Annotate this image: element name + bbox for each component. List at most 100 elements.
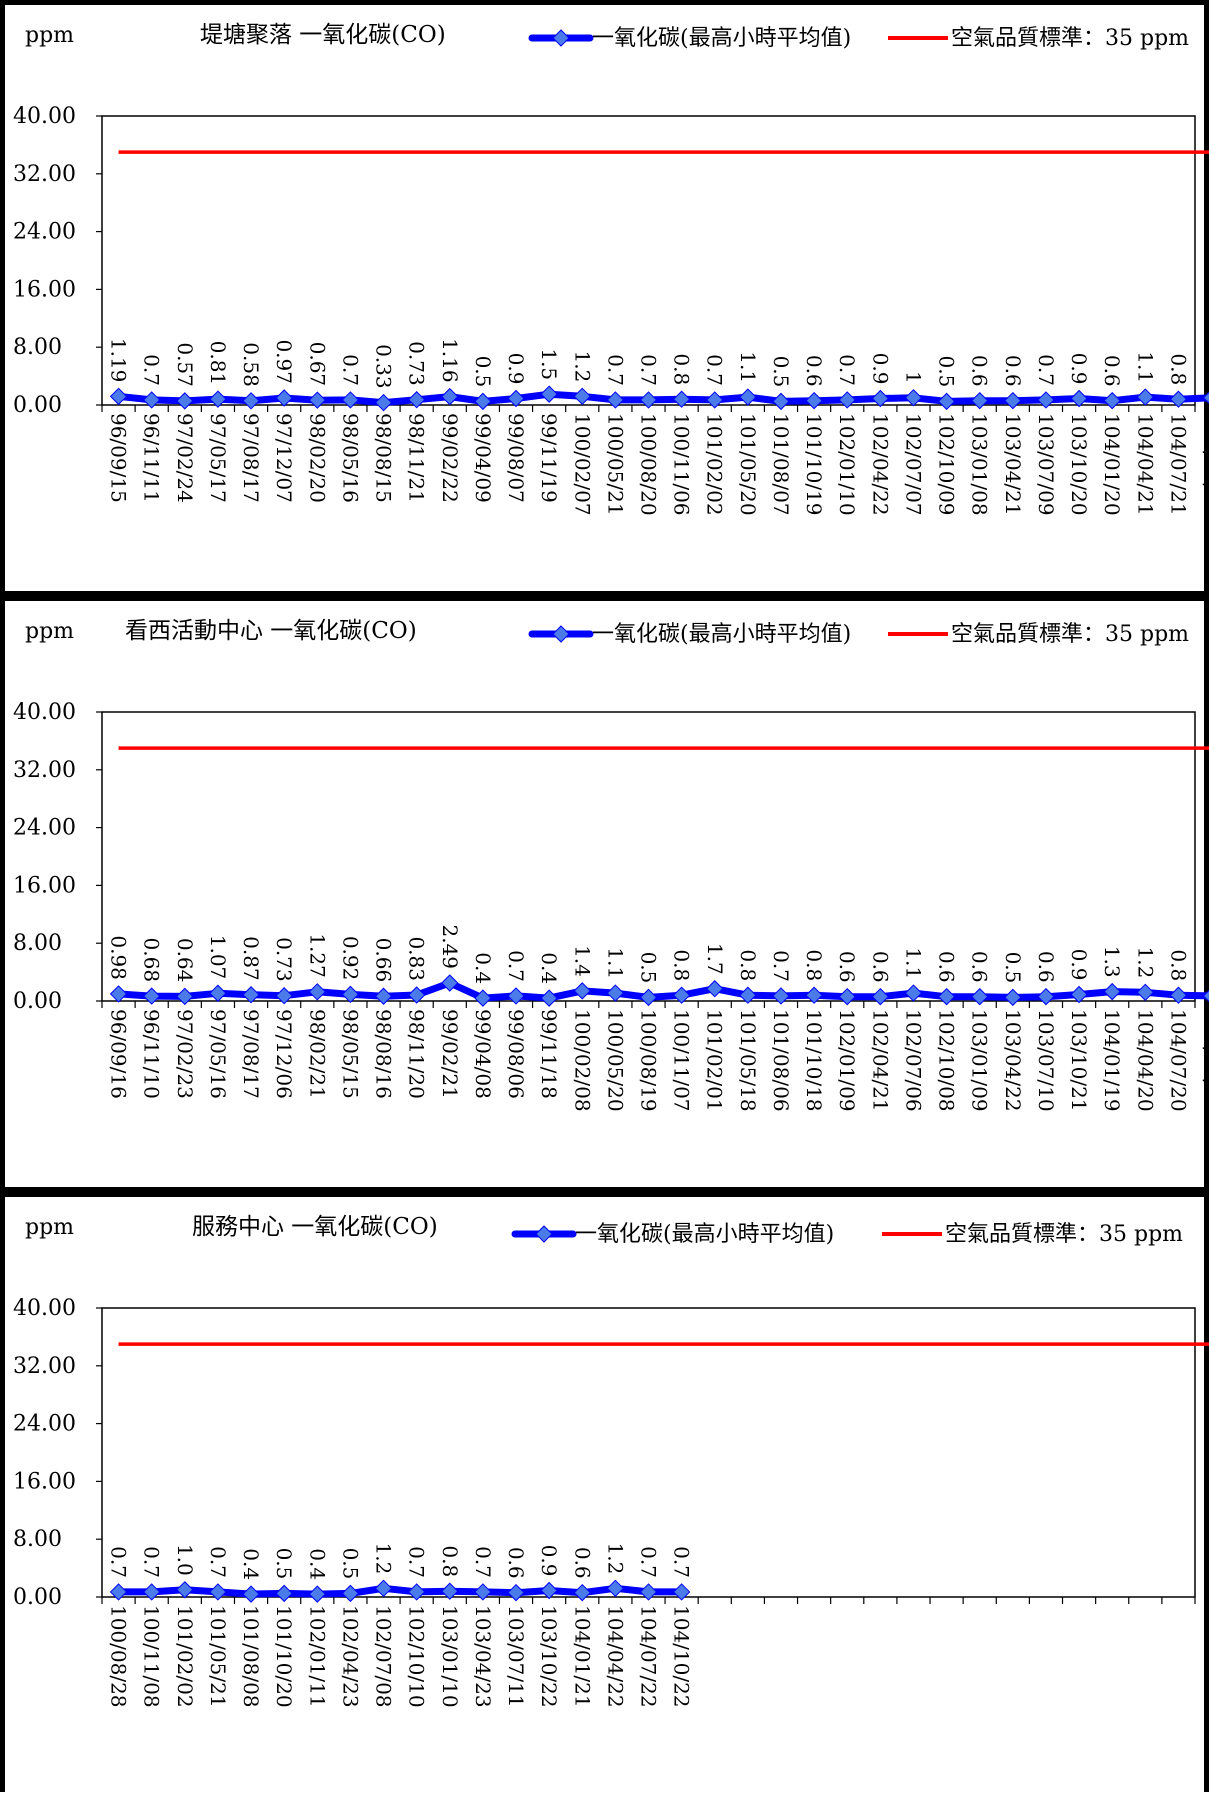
data-point bbox=[971, 987, 989, 1006]
x-tick-label: 104/10/19 bbox=[1200, 1009, 1209, 1112]
data-point bbox=[838, 391, 856, 409]
data-label: 1.2 bbox=[372, 1543, 396, 1575]
x-tick-label: 104/07/21 bbox=[1166, 413, 1190, 516]
data-label: 1.1 bbox=[736, 351, 760, 383]
series-line bbox=[115, 1584, 686, 1598]
x-tick-label: 96/11/10 bbox=[140, 1009, 164, 1099]
y-tick-label: 40.00 bbox=[13, 1296, 76, 1321]
data-label: 0.5 bbox=[935, 356, 959, 388]
data-label: 1.3 bbox=[1100, 946, 1124, 978]
x-tick-label: 97/12/06 bbox=[272, 1009, 296, 1099]
data-label: 0.7 bbox=[140, 1546, 164, 1578]
data-point bbox=[507, 1583, 525, 1602]
x-tick-label: 98/02/20 bbox=[305, 413, 329, 503]
x-tick-label: 102/01/09 bbox=[835, 1009, 859, 1112]
y-tick-label: 0.00 bbox=[13, 1585, 62, 1610]
x-tick-label: 98/02/21 bbox=[305, 1009, 329, 1099]
data-point bbox=[540, 1581, 558, 1600]
unit-label: ppm bbox=[25, 619, 74, 644]
data-point bbox=[142, 391, 161, 409]
data-point bbox=[904, 389, 923, 407]
x-tick-label: 102/04/23 bbox=[338, 1605, 362, 1708]
x-tick-label: 101/05/20 bbox=[736, 413, 760, 516]
x-tick-label: 104/01/21 bbox=[570, 1605, 594, 1708]
data-point bbox=[1202, 391, 1209, 404]
data-label: 0.67 bbox=[305, 342, 329, 387]
x-tick-label: 100/11/08 bbox=[140, 1605, 164, 1708]
data-point bbox=[374, 987, 393, 1005]
data-label: 0.8 bbox=[736, 949, 760, 981]
data-label: 0.6 bbox=[968, 951, 992, 983]
chart-svg-1: ppm 堤塘聚落 一氧化碳(CO) 一氧化碳(最高小時平均值) 空氣品質標準：35 p… bbox=[13, 22, 1209, 516]
data-label: 0.5 bbox=[338, 1548, 362, 1580]
data-label: 0.7 bbox=[140, 354, 164, 386]
x-tick-label: 102/01/10 bbox=[835, 413, 859, 516]
data-label: 0.9 bbox=[1067, 353, 1091, 385]
data-label: 0.7 bbox=[471, 1546, 495, 1578]
x-tick-label: 100/02/08 bbox=[570, 1009, 594, 1112]
data-label: 1.2 bbox=[1133, 947, 1157, 979]
data-label: 0.6 bbox=[835, 951, 859, 983]
x-tick-label: 99/02/21 bbox=[438, 1009, 462, 1099]
data-label: 0.7 bbox=[670, 1546, 694, 1578]
data-label: 0.6 bbox=[868, 951, 892, 983]
x-tick-label: 97/02/23 bbox=[173, 1009, 197, 1099]
data-point bbox=[1103, 982, 1121, 1001]
data-label: 1.07 bbox=[206, 935, 230, 980]
data-point bbox=[407, 1583, 426, 1601]
x-tick-label: 102/01/11 bbox=[305, 1605, 329, 1708]
data-label: 0.5 bbox=[769, 356, 793, 388]
data-label: 0.87 bbox=[239, 936, 263, 981]
data-label: 0.57 bbox=[173, 342, 197, 387]
x-tick-label: 98/08/16 bbox=[372, 1009, 396, 1099]
x-tick-label: 96/09/16 bbox=[107, 1009, 131, 1099]
data-label: 1.1 bbox=[901, 947, 925, 979]
unit-label: ppm bbox=[25, 1215, 74, 1240]
data-label: 1.16 bbox=[438, 338, 462, 383]
x-tick-label: 101/08/08 bbox=[239, 1605, 263, 1708]
x-tick-label: 103/04/22 bbox=[1001, 1009, 1025, 1112]
x-tick-label: 102/10/10 bbox=[405, 1605, 429, 1708]
data-point bbox=[209, 984, 227, 1002]
x-tick-label: 102/10/09 bbox=[935, 413, 959, 516]
x-tick-label: 101/10/19 bbox=[802, 413, 826, 516]
data-label: 0.66 bbox=[372, 938, 396, 983]
x-tick-label: 99/08/06 bbox=[504, 1009, 528, 1099]
data-point bbox=[573, 387, 591, 406]
data-label: 1.27 bbox=[305, 933, 329, 978]
y-tick-label: 16.00 bbox=[13, 1469, 76, 1494]
data-label: 1.4 bbox=[570, 945, 594, 977]
x-tick-label: 101/05/21 bbox=[206, 1605, 230, 1708]
data-label: 0.4 bbox=[239, 1548, 263, 1580]
data-label: 0.8 bbox=[670, 949, 694, 981]
legend-standard-label: 空氣品質標準：35 ppm bbox=[951, 622, 1189, 647]
data-point bbox=[606, 1579, 625, 1598]
data-point bbox=[706, 980, 724, 998]
data-point bbox=[871, 389, 890, 408]
data-point bbox=[109, 387, 128, 406]
data-point bbox=[474, 392, 492, 411]
data-label: 0.8 bbox=[802, 949, 826, 981]
x-tick-label: 103/01/10 bbox=[438, 1605, 462, 1708]
data-point bbox=[1004, 391, 1022, 410]
x-tick-label: 98/11/20 bbox=[405, 1009, 429, 1099]
data-point bbox=[142, 987, 161, 1005]
data-point bbox=[308, 983, 326, 1001]
x-tick-label: 103/01/09 bbox=[968, 1009, 992, 1112]
x-tick-label: 98/08/15 bbox=[372, 413, 396, 503]
data-label: 1.2 bbox=[603, 1543, 627, 1575]
data-label: 0.73 bbox=[405, 341, 429, 386]
data-point bbox=[672, 986, 691, 1004]
x-tick-label: 99/04/08 bbox=[471, 1009, 495, 1099]
x-tick-label: 104/10/20 bbox=[1200, 413, 1209, 516]
data-label: 0.68 bbox=[140, 938, 164, 983]
x-tick-label: 97/05/16 bbox=[206, 1009, 230, 1099]
chart-title: 堤塘聚落 一氧化碳(CO) bbox=[200, 22, 446, 48]
data-point bbox=[871, 987, 890, 1006]
data-label: 1 bbox=[1200, 371, 1209, 384]
x-tick-label: 104/01/19 bbox=[1100, 1009, 1124, 1112]
data-point bbox=[507, 389, 525, 408]
x-tick-label: 97/08/17 bbox=[239, 413, 263, 503]
x-tick-label: 100/08/20 bbox=[637, 413, 661, 516]
data-point bbox=[242, 392, 260, 410]
